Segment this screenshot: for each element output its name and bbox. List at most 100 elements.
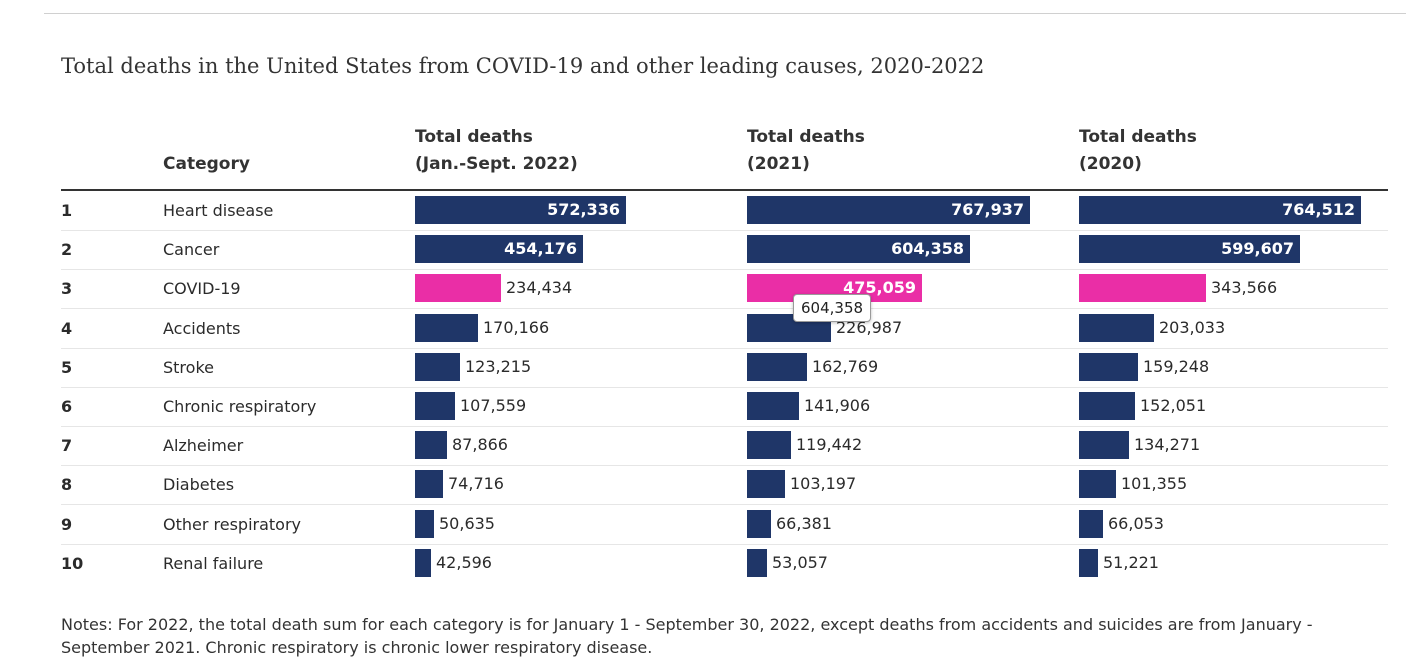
value-label-2020-heart-disease: 764,512 — [1282, 200, 1355, 219]
value-label-2022-alzheimer: 87,866 — [452, 435, 508, 455]
value-label-2021-diabetes: 103,197 — [790, 474, 857, 494]
bar-2021-diabetes[interactable] — [747, 470, 785, 499]
rank-1: 1 — [61, 201, 73, 220]
value-label-2022-renal-failure: 42,596 — [436, 552, 492, 572]
bar-2020-cancer[interactable] — [1079, 235, 1300, 264]
bar-2021-stroke[interactable] — [747, 352, 807, 381]
rank-10: 10 — [61, 553, 84, 573]
value-label-2020-renal-failure: 51,221 — [1103, 552, 1159, 572]
rank-4: 4 — [61, 318, 73, 338]
row-divider — [61, 426, 1388, 427]
top-divider — [44, 13, 1406, 14]
row-divider — [61, 386, 1388, 388]
value-label-2020-accidents: 203,033 — [1159, 317, 1226, 337]
category-alzheimer: Alzheimer — [163, 436, 244, 456]
header-2022-line2: (Jan.-Sept. 2022) — [415, 154, 578, 174]
bar-2020-stroke[interactable] — [1079, 352, 1138, 381]
value-label-2021-cancer: 604,358 — [891, 239, 964, 259]
bar-2022-alzheimer[interactable] — [415, 431, 447, 460]
bar-2021-chronic-respiratory[interactable] — [747, 392, 799, 420]
chart-title: Total deaths in the United States from C… — [61, 54, 985, 78]
bar-2021-heart-disease[interactable] — [747, 196, 1030, 224]
value-label-2022-covid-19: 234,434 — [506, 278, 573, 298]
row-divider — [61, 230, 1388, 231]
bar-2020-alzheimer[interactable] — [1079, 431, 1129, 460]
bar-2020-renal-failure[interactable] — [1079, 548, 1098, 577]
bar-2021-renal-failure[interactable] — [747, 548, 767, 577]
bar-2022-heart-disease[interactable] — [415, 196, 626, 224]
value-label-2022-heart-disease: 572,336 — [547, 200, 620, 219]
value-label-2020-stroke: 159,248 — [1143, 356, 1210, 376]
row-divider — [61, 347, 1388, 349]
rank-6: 6 — [61, 397, 73, 416]
bar-2021-cancer[interactable] — [747, 235, 970, 264]
value-label-2020-covid-19: 343,566 — [1211, 278, 1278, 298]
bar-2021-other-respiratory[interactable] — [747, 509, 771, 538]
row-divider — [61, 308, 1388, 310]
value-label-2020-chronic-respiratory: 152,051 — [1140, 396, 1207, 415]
row-divider — [61, 543, 1388, 545]
rank-2: 2 — [61, 240, 73, 260]
rank-9: 9 — [61, 514, 73, 534]
value-label-2020-cancer: 599,607 — [1221, 239, 1294, 259]
bar-2022-accidents[interactable] — [415, 313, 478, 342]
rank-5: 5 — [61, 357, 73, 377]
header-category: Category — [163, 154, 250, 174]
category-other-respiratory: Other respiratory — [163, 514, 302, 534]
bar-2022-renal-failure[interactable] — [415, 548, 431, 577]
value-label-2020-diabetes: 101,355 — [1121, 474, 1188, 494]
value-label-2021-other-respiratory: 66,381 — [776, 513, 832, 533]
row-divider — [61, 465, 1388, 467]
bar-2022-other-respiratory[interactable] — [415, 509, 434, 538]
bar-2020-covid-19[interactable] — [1079, 274, 1206, 303]
bar-2022-stroke[interactable] — [415, 352, 460, 381]
category-cancer: Cancer — [163, 240, 220, 260]
header-divider — [61, 189, 1388, 191]
header-2020-line2: (2020) — [1079, 154, 1142, 174]
rank-7: 7 — [61, 436, 73, 456]
bar-2020-chronic-respiratory[interactable] — [1079, 392, 1135, 420]
bar-2020-accidents[interactable] — [1079, 313, 1154, 342]
value-label-2022-cancer: 454,176 — [504, 239, 577, 259]
rank-8: 8 — [61, 475, 73, 495]
row-divider — [61, 504, 1388, 506]
value-label-2021-accidents: 226,987 — [836, 317, 903, 337]
header-2022-line1: Total deaths — [415, 127, 533, 147]
header-2020-line1: Total deaths — [1079, 127, 1197, 147]
header-2021-line1: Total deaths — [747, 127, 865, 147]
bar-2020-diabetes[interactable] — [1079, 470, 1116, 499]
value-label-2022-other-respiratory: 50,635 — [439, 513, 495, 533]
category-diabetes: Diabetes — [163, 475, 235, 495]
header-2020: Total deaths (2020) — [1079, 124, 1197, 178]
value-label-2020-alzheimer: 134,271 — [1134, 435, 1201, 455]
value-label-2020-other-respiratory: 66,053 — [1108, 513, 1164, 533]
header-2022: Total deaths (Jan.-Sept. 2022) — [415, 124, 578, 178]
bar-2020-heart-disease[interactable] — [1079, 196, 1361, 224]
value-label-2022-stroke: 123,215 — [465, 356, 532, 376]
category-renal-failure: Renal failure — [163, 553, 264, 573]
bar-2021-alzheimer[interactable] — [747, 431, 791, 460]
value-label-2021-chronic-respiratory: 141,906 — [804, 396, 871, 415]
row-divider — [61, 269, 1388, 271]
value-label-2021-heart-disease: 767,937 — [951, 200, 1024, 219]
value-label-2021-covid-19: 475,059 — [843, 278, 916, 298]
header-2021: Total deaths (2021) — [747, 124, 865, 178]
hover-tooltip: 604,358 — [793, 294, 872, 322]
bar-2020-other-respiratory[interactable] — [1079, 509, 1103, 538]
category-chronic-respiratory: Chronic respiratory — [163, 397, 317, 416]
value-label-2022-chronic-respiratory: 107,559 — [460, 396, 527, 415]
value-label-2022-diabetes: 74,716 — [448, 474, 504, 494]
bar-2022-covid-19[interactable] — [415, 274, 501, 303]
value-label-2021-renal-failure: 53,057 — [772, 552, 828, 572]
category-heart-disease: Heart disease — [163, 201, 274, 220]
header-2021-line2: (2021) — [747, 154, 810, 174]
bar-2022-diabetes[interactable] — [415, 470, 443, 499]
chart-notes: Notes: For 2022, the total death sum for… — [61, 615, 1313, 657]
category-stroke: Stroke — [163, 357, 214, 377]
value-label-2021-alzheimer: 119,442 — [796, 435, 863, 455]
rank-3: 3 — [61, 279, 73, 299]
bar-2022-cancer[interactable] — [415, 235, 583, 264]
value-label-2021-stroke: 162,769 — [812, 356, 879, 376]
bar-2022-chronic-respiratory[interactable] — [415, 392, 455, 420]
category-covid-19: COVID-19 — [163, 279, 241, 299]
